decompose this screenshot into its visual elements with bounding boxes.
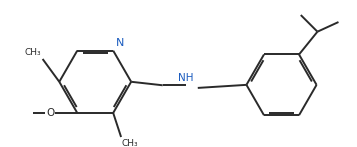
Text: N: N	[116, 39, 124, 49]
Text: CH₃: CH₃	[122, 139, 139, 147]
Text: CH₃: CH₃	[24, 48, 41, 57]
Text: O: O	[46, 108, 54, 118]
Text: NH: NH	[178, 73, 194, 83]
